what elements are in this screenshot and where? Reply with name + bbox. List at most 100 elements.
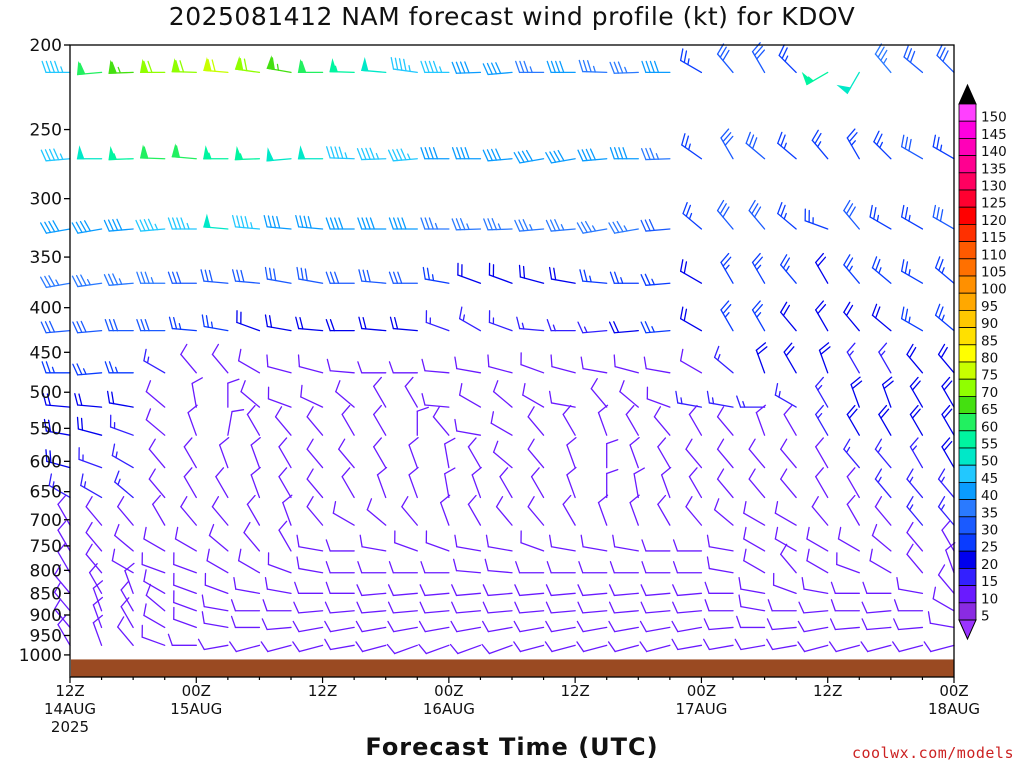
- barb-feather: [264, 314, 269, 328]
- barb-feather: [525, 149, 533, 162]
- wind-barb: [325, 561, 355, 574]
- wind-barb: [566, 437, 577, 469]
- wind-barb: [748, 468, 766, 499]
- barb-shaft: [806, 538, 829, 552]
- barb-feather: [388, 361, 394, 374]
- wind-barb: [743, 526, 766, 552]
- barb-feather: [780, 468, 788, 480]
- barb-feather: [207, 58, 212, 72]
- barb-feather: [293, 601, 300, 614]
- barb-feather: [400, 148, 407, 161]
- barb-feather: [467, 494, 477, 505]
- barb-feather: [358, 316, 363, 330]
- barb-shaft: [148, 478, 166, 499]
- barb-feather: [716, 43, 725, 55]
- barb-feather: [454, 356, 458, 370]
- barb-shaft: [566, 474, 576, 499]
- colorbar-label: 150: [981, 110, 1007, 126]
- wind-barb: [53, 564, 71, 594]
- barb-feather: [927, 611, 932, 624]
- wind-barb: [640, 601, 671, 614]
- barb-shaft: [267, 563, 292, 574]
- wind-barb: [297, 58, 324, 74]
- colorbar-label: 145: [981, 127, 1007, 143]
- wind-barb: [341, 404, 355, 436]
- barb-feather: [274, 406, 283, 418]
- wind-barb: [425, 530, 450, 552]
- barb-shaft: [657, 503, 671, 526]
- barb-shaft: [300, 396, 324, 408]
- barb-feather: [566, 437, 577, 446]
- barb-feather: [612, 534, 616, 548]
- barb-half-feather: [655, 153, 660, 160]
- wind-barb: [836, 71, 860, 95]
- barb-half-feather: [589, 275, 592, 283]
- wind-barb: [43, 418, 71, 436]
- wind-barb: [111, 443, 134, 469]
- barb-feather: [720, 128, 730, 139]
- barb-feather: [358, 269, 363, 282]
- barb-half-feather: [591, 225, 597, 232]
- barb-feather: [72, 363, 79, 376]
- barb-feather: [218, 437, 230, 446]
- barb-feather: [515, 561, 521, 574]
- wind-barb: [408, 466, 419, 499]
- wind-barb: [608, 321, 639, 334]
- barb-feather: [874, 43, 883, 55]
- barb-shaft: [519, 592, 545, 597]
- wind-barb: [874, 438, 892, 469]
- wind-barb: [359, 534, 387, 552]
- barb-feather: [145, 408, 152, 421]
- barb-feather: [237, 348, 242, 362]
- wind-barb: [837, 526, 860, 552]
- wind-barb: [76, 60, 103, 76]
- barb-feather: [871, 303, 878, 316]
- barb-half-feather: [434, 222, 439, 230]
- barb-shaft: [613, 610, 639, 614]
- wind-barb: [234, 146, 261, 161]
- barb-feather: [653, 406, 662, 418]
- wind-barb: [580, 356, 608, 374]
- wind-barb: [639, 620, 671, 633]
- barb-feather: [397, 271, 403, 284]
- barb-feather: [79, 62, 86, 75]
- barb-feather: [455, 218, 462, 231]
- wind-barb: [900, 134, 924, 160]
- barb-half-feather: [783, 142, 787, 150]
- barb-feather: [753, 206, 762, 218]
- barb-shaft: [467, 446, 482, 469]
- barb-feather: [555, 60, 561, 74]
- barb-feather: [815, 376, 824, 387]
- barb-half-feather: [717, 353, 721, 361]
- barb-feather: [40, 222, 48, 234]
- wind-barb: [774, 383, 797, 408]
- barb-feather: [640, 601, 647, 614]
- barb-feather: [276, 216, 281, 229]
- barb-shaft: [361, 610, 387, 614]
- barb-pennant: [171, 143, 180, 158]
- barb-feather: [486, 149, 493, 162]
- barb-feather: [945, 542, 956, 551]
- barb-feather: [672, 601, 679, 614]
- barb-shaft: [211, 353, 229, 374]
- credit-text: coolwx.com/models: [851, 744, 1014, 762]
- colorbar-label: 125: [981, 196, 1007, 212]
- colorbar-label: 75: [981, 368, 998, 384]
- wind-barb: [488, 310, 513, 332]
- barb-feather: [250, 437, 261, 446]
- wind-barb: [296, 266, 324, 284]
- barb-shaft: [550, 610, 576, 614]
- barb-feather: [356, 148, 363, 161]
- barb-shaft: [235, 588, 261, 594]
- barb-feather: [679, 48, 684, 62]
- barb-feather: [373, 437, 382, 448]
- wind-barb: [183, 437, 197, 469]
- barb-feather: [756, 49, 766, 60]
- y-tick-label: 600: [30, 452, 62, 472]
- y-tick-label: 900: [30, 606, 62, 626]
- barb-shaft: [836, 563, 860, 574]
- barb-feather: [906, 521, 914, 534]
- wind-barb: [780, 301, 797, 332]
- barb-feather: [943, 380, 953, 391]
- barb-feather: [660, 466, 672, 476]
